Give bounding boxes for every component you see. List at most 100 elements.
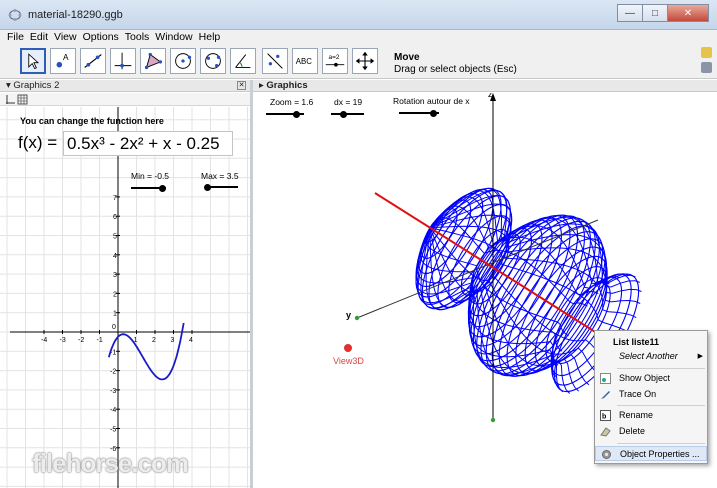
graphics2-view[interactable]: -4 -3 -2 -1 0 1 2 3 4 7 6 5 4 3 2 1 -1 -2 -3 -4 -5 -6	[0, 107, 250, 488]
y-tick-label: 2	[113, 291, 117, 298]
window-title: material-18290.ggb	[28, 9, 123, 21]
move-view-tool-button[interactable]	[352, 48, 378, 74]
perpendicular-icon	[111, 49, 135, 73]
y-tick-label: 5	[113, 234, 117, 241]
delete-label: Delete	[619, 426, 645, 436]
reflect-tool-button[interactable]	[262, 48, 288, 74]
circle-tool-button[interactable]	[170, 48, 196, 74]
dx-slider-knob[interactable]	[340, 111, 347, 118]
context-menu: List liste11 Select Another ▶ Show Objec…	[594, 330, 708, 464]
polygon-tool-button[interactable]	[140, 48, 166, 74]
menu-trace-on[interactable]: Trace On	[595, 387, 707, 402]
graphics3d-title: Graphics	[266, 80, 307, 91]
svg-text:a=2: a=2	[329, 54, 340, 61]
perpendicular-tool-button[interactable]	[110, 48, 136, 74]
x-tick-label: -1	[97, 337, 103, 344]
object-properties-label: Object Properties ...	[620, 449, 700, 459]
menu-edit[interactable]: Edit	[27, 30, 51, 45]
menu-separator	[617, 405, 705, 406]
menu-rename[interactable]: b Rename	[595, 408, 707, 423]
function-hint: You can change the function here	[20, 116, 164, 126]
svg-text:ABC: ABC	[296, 57, 312, 66]
close-view-icon[interactable]: ✕	[237, 81, 246, 90]
min-slider-label: Min = -0.5	[131, 171, 169, 181]
angle-tool-button[interactable]	[230, 48, 256, 74]
rename-label: Rename	[619, 410, 653, 420]
menu-window[interactable]: Window	[152, 30, 195, 45]
svg-text:b: b	[602, 414, 606, 421]
y-axis-label: y	[346, 310, 351, 320]
x-tick-label: 2	[152, 337, 156, 344]
axes-toggle-icon[interactable]	[6, 95, 15, 104]
max-slider-label: Max = 3.5	[201, 171, 239, 181]
max-slider-knob[interactable]	[204, 184, 211, 191]
select-another-label: Select Another	[619, 351, 678, 361]
menu-options[interactable]: Options	[80, 30, 122, 45]
menu-select-another[interactable]: Select Another ▶	[595, 349, 707, 364]
zoom-slider-knob[interactable]	[293, 111, 300, 118]
tool-info: Move Drag or select objects (Esc)	[394, 52, 517, 76]
menu-file[interactable]: File	[4, 30, 27, 45]
geogebra-app-icon	[8, 8, 22, 22]
cursor-arrow-icon	[22, 50, 44, 72]
text-tool-button[interactable]: ABC	[292, 48, 318, 74]
y-tick-label: 7	[113, 195, 117, 202]
point-icon: A	[51, 49, 75, 73]
zoom-slider-label: Zoom = 1.6	[270, 97, 313, 107]
menu-delete[interactable]: Delete	[595, 424, 707, 439]
context-menu-title: List liste11	[613, 337, 659, 347]
help-icon[interactable]	[701, 62, 712, 73]
menu-separator	[617, 368, 705, 369]
menu-view[interactable]: View	[51, 30, 80, 45]
text-icon: ABC	[293, 49, 317, 73]
minimize-button[interactable]: —	[617, 4, 643, 22]
y-tick-label: -2	[110, 369, 116, 376]
rotation-slider-label: Rotation autour de x	[393, 96, 470, 106]
menu-help[interactable]: Help	[196, 30, 224, 45]
menu-show-object[interactable]: Show Object	[595, 371, 707, 386]
axis-point-y[interactable]	[355, 316, 359, 320]
x-tick-label: 4	[189, 337, 193, 344]
grid-toggle-icon[interactable]	[18, 95, 27, 104]
graphics2-title: Graphics 2	[13, 80, 59, 91]
graphics2-canvas[interactable]: -4 -3 -2 -1 0 1 2 3 4 7 6 5 4 3 2 1 -1 -2 -3 -4 -5 -6	[0, 107, 250, 488]
menu-separator	[617, 443, 705, 444]
dx-slider[interactable]	[331, 113, 364, 115]
line-tool-button[interactable]	[80, 48, 106, 74]
active-tool-name: Move	[394, 52, 517, 64]
slider-tool-button[interactable]: a=2	[322, 48, 348, 74]
function-input[interactable]: 0.5x³ - 2x² + x - 0.25	[63, 131, 233, 156]
title-bar: material-18290.ggb — □ ✕	[0, 0, 717, 30]
conic-tool-button[interactable]	[200, 48, 226, 74]
menu-tools[interactable]: Tools	[122, 30, 153, 45]
axis-point-bottom[interactable]	[491, 418, 495, 422]
close-button[interactable]: ✕	[667, 4, 709, 22]
undo-icon[interactable]	[701, 47, 712, 58]
collapse-icon[interactable]: ▾	[6, 80, 11, 91]
expand-icon[interactable]: ▸	[259, 80, 264, 91]
view3d-label: View3D	[333, 356, 364, 366]
rotation-slider[interactable]	[399, 112, 439, 114]
toolbar: A ABC a=2 Move Drag or select objects (E…	[0, 45, 717, 79]
point-tool-button[interactable]: A	[50, 48, 76, 74]
x-tick-label: 0	[112, 324, 116, 331]
menu-object-properties[interactable]: Object Properties ...	[595, 446, 707, 461]
show-object-label: Show Object	[619, 373, 670, 383]
svg-text:A: A	[63, 52, 69, 62]
submenu-arrow-icon: ▶	[698, 349, 703, 364]
angle-icon	[231, 49, 255, 73]
x-tick-label: -3	[60, 337, 66, 344]
maximize-button[interactable]: □	[642, 4, 668, 22]
min-slider[interactable]	[131, 187, 166, 189]
move-view-icon	[353, 49, 377, 73]
rename-icon: b	[600, 410, 611, 421]
rotation-slider-knob[interactable]	[430, 110, 437, 117]
show-object-icon	[600, 373, 611, 384]
min-slider-knob[interactable]	[159, 185, 166, 192]
move-tool-button[interactable]	[20, 48, 46, 74]
trace-pen-icon	[600, 389, 611, 400]
line-icon	[81, 49, 105, 73]
zoom-slider[interactable]	[266, 113, 304, 115]
view3d-point[interactable]	[344, 344, 352, 352]
max-slider[interactable]	[205, 186, 238, 188]
